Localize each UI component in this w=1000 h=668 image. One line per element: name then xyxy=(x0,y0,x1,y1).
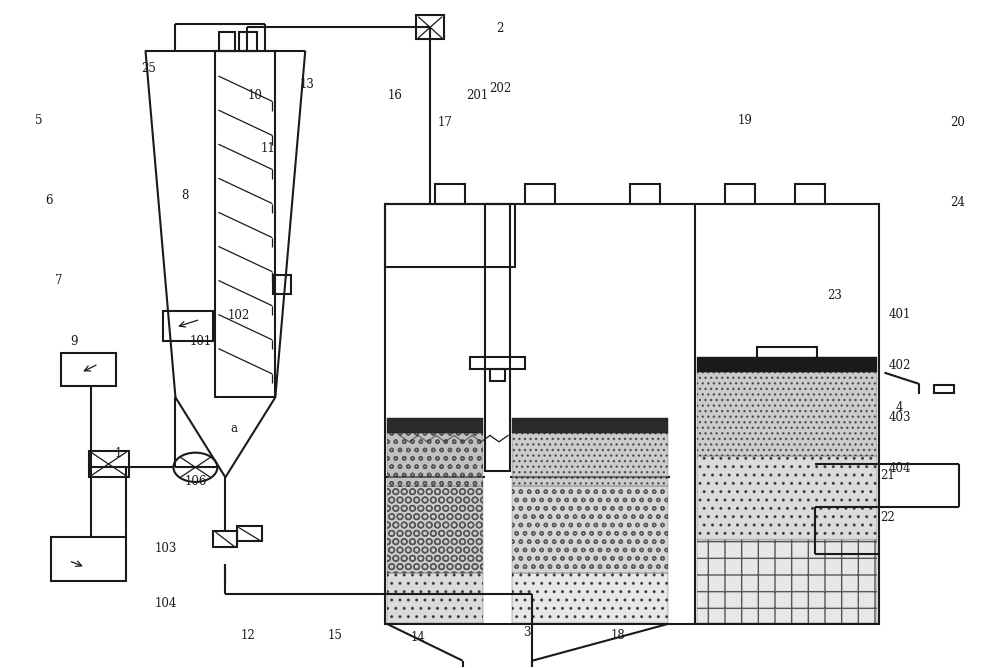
Text: 17: 17 xyxy=(438,116,453,128)
Bar xyxy=(697,372,877,456)
Bar xyxy=(387,486,483,572)
Text: 10: 10 xyxy=(248,89,263,102)
Bar xyxy=(934,385,954,393)
Text: 1: 1 xyxy=(115,448,122,460)
Bar xyxy=(215,51,275,397)
Bar xyxy=(795,184,825,204)
Text: 18: 18 xyxy=(610,629,625,642)
Text: 20: 20 xyxy=(950,116,965,128)
Text: 23: 23 xyxy=(827,289,842,302)
Bar xyxy=(630,184,660,204)
Text: 25: 25 xyxy=(141,62,156,75)
Bar xyxy=(697,538,877,623)
Bar xyxy=(512,418,668,433)
Text: 101: 101 xyxy=(189,335,212,349)
Bar xyxy=(273,275,291,294)
Bar xyxy=(697,456,877,540)
Bar xyxy=(778,359,796,371)
Text: 19: 19 xyxy=(737,114,752,127)
Text: 13: 13 xyxy=(300,77,315,91)
Bar xyxy=(239,32,257,51)
Bar xyxy=(163,311,213,341)
Text: 403: 403 xyxy=(888,411,911,424)
Bar xyxy=(512,572,668,623)
Bar xyxy=(512,486,668,572)
Bar xyxy=(385,204,515,267)
Text: 2: 2 xyxy=(496,22,504,35)
Text: 24: 24 xyxy=(950,196,965,208)
Text: 102: 102 xyxy=(227,309,249,322)
Text: 8: 8 xyxy=(182,189,189,202)
Bar xyxy=(435,184,465,204)
Text: 202: 202 xyxy=(489,82,511,95)
Text: 3: 3 xyxy=(523,626,531,639)
Bar xyxy=(525,184,555,204)
Bar xyxy=(725,184,755,204)
Text: 21: 21 xyxy=(880,469,895,482)
Text: 12: 12 xyxy=(241,629,256,642)
Text: 11: 11 xyxy=(261,142,276,155)
Bar xyxy=(387,572,483,623)
Bar xyxy=(485,204,510,471)
Text: 14: 14 xyxy=(411,631,426,644)
Bar xyxy=(490,369,505,381)
Bar xyxy=(213,530,237,547)
Text: 4: 4 xyxy=(896,401,903,414)
Text: 401: 401 xyxy=(888,307,911,321)
Bar xyxy=(697,357,877,372)
Text: 103: 103 xyxy=(154,542,177,555)
Bar xyxy=(387,418,483,433)
Text: 6: 6 xyxy=(45,194,52,207)
Text: 106: 106 xyxy=(184,476,207,488)
Text: a: a xyxy=(231,422,238,435)
Bar xyxy=(757,347,817,359)
Bar xyxy=(387,433,483,486)
Text: 22: 22 xyxy=(880,511,895,524)
Text: 104: 104 xyxy=(154,597,177,611)
Bar xyxy=(385,204,879,624)
Text: 404: 404 xyxy=(888,462,911,475)
Bar xyxy=(237,526,262,540)
Bar xyxy=(416,15,444,39)
Bar xyxy=(512,433,668,486)
Text: 16: 16 xyxy=(388,89,403,102)
Text: 402: 402 xyxy=(888,359,911,373)
Bar xyxy=(219,32,235,51)
Bar xyxy=(51,537,126,580)
Text: 5: 5 xyxy=(35,114,42,127)
Bar xyxy=(61,353,116,386)
Bar xyxy=(89,451,129,478)
Text: 7: 7 xyxy=(55,274,62,287)
Bar xyxy=(470,357,525,369)
Text: 9: 9 xyxy=(70,335,77,349)
Text: 15: 15 xyxy=(328,629,343,642)
Text: 201: 201 xyxy=(466,89,488,102)
